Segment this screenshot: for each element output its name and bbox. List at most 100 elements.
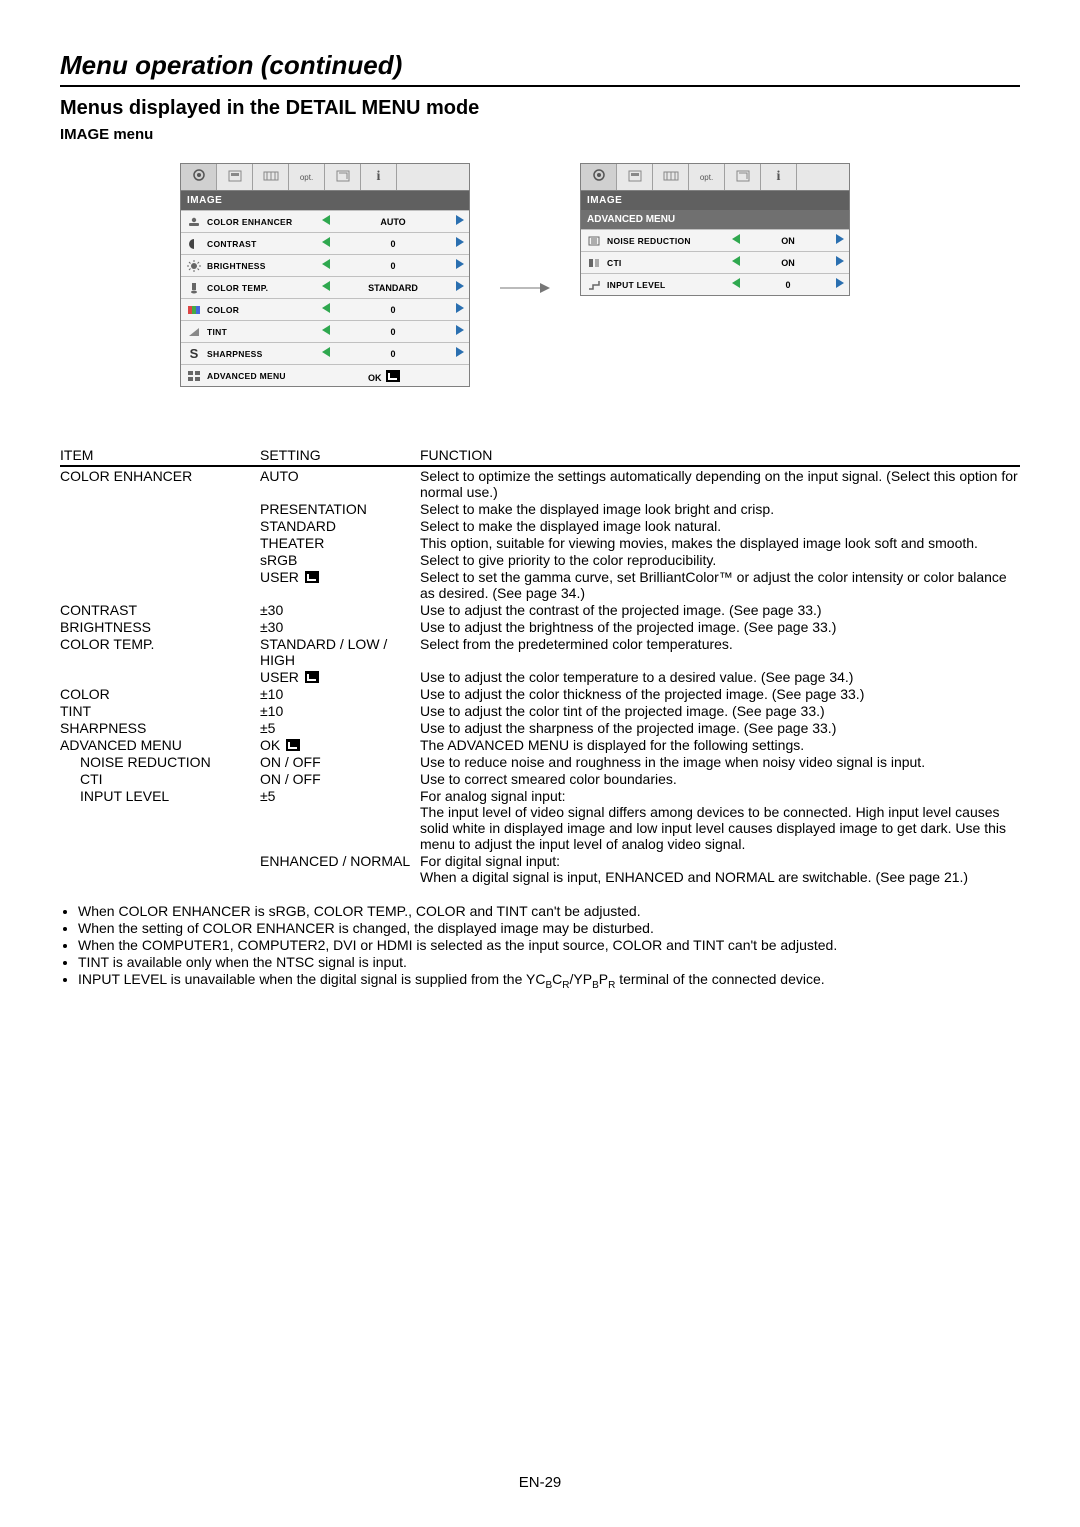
tab-opt-icon[interactable]: opt. — [689, 164, 725, 190]
menu-value: 0 — [335, 261, 451, 271]
definition-table: ITEM SETTING FUNCTION COLOR ENHANCER AUT… — [60, 447, 1020, 885]
tab-2-icon[interactable] — [217, 164, 253, 190]
left-arrow-icon[interactable] — [727, 256, 745, 269]
right-arrow-icon[interactable] — [451, 237, 469, 250]
def-item — [60, 668, 260, 685]
def-setting: ON / OFF — [260, 753, 420, 770]
menu-row[interactable]: COLOR ENHANCER AUTO — [181, 210, 469, 232]
right-arrow-icon[interactable] — [451, 259, 469, 272]
menu-row[interactable]: CTI ON — [581, 251, 849, 273]
left-arrow-icon[interactable] — [317, 281, 335, 294]
left-arrow-icon[interactable] — [317, 325, 335, 338]
def-setting: OK — [260, 736, 420, 753]
row-icon — [181, 370, 207, 382]
tab-info-icon[interactable]: i — [761, 164, 797, 190]
panel-header: IMAGE — [581, 191, 849, 210]
tab-5-icon[interactable] — [725, 164, 761, 190]
def-item: ADVANCED MENU — [60, 736, 260, 753]
def-function: Select from the predetermined color temp… — [420, 635, 1020, 668]
notes-list: When COLOR ENHANCER is sRGB, COLOR TEMP.… — [60, 903, 1020, 991]
def-function: Select to give priority to the color rep… — [420, 551, 1020, 568]
menu-value: OK — [317, 369, 451, 383]
menu-value: 0 — [335, 349, 451, 359]
menu-row[interactable]: BRIGHTNESS 0 — [181, 254, 469, 276]
row-icon — [181, 326, 207, 338]
def-function: Use to adjust the color temperature to a… — [420, 668, 1020, 685]
left-arrow-icon[interactable] — [317, 215, 335, 228]
def-setting: sRGB — [260, 551, 420, 568]
def-row: TINT ±10 Use to adjust the color tint of… — [60, 702, 1020, 719]
def-item — [60, 551, 260, 568]
def-item: COLOR — [60, 685, 260, 702]
def-item: COLOR TEMP. — [60, 635, 260, 668]
tab-image-icon[interactable] — [581, 164, 617, 190]
menu-row[interactable]: INPUT LEVEL 0 — [581, 273, 849, 295]
row-icon — [181, 238, 207, 250]
panel-tabs: opt. i — [181, 164, 469, 191]
right-arrow-icon[interactable] — [451, 281, 469, 294]
right-arrow-icon[interactable] — [831, 278, 849, 291]
right-arrow-icon[interactable] — [451, 303, 469, 316]
left-arrow-icon[interactable] — [317, 303, 335, 316]
tab-opt-icon[interactable]: opt. — [289, 164, 325, 190]
row-icon — [181, 304, 207, 316]
menu-row[interactable]: NOISE REDUCTION ON — [581, 229, 849, 251]
def-item — [60, 568, 260, 601]
def-function: Use to adjust the color thickness of the… — [420, 685, 1020, 702]
right-arrow-icon[interactable] — [451, 325, 469, 338]
def-item — [60, 500, 260, 517]
page-title: Menu operation (continued) — [60, 50, 1020, 81]
note-item: TINT is available only when the NTSC sig… — [78, 954, 1020, 970]
menu-row[interactable]: CONTRAST 0 — [181, 232, 469, 254]
menu-value: 0 — [745, 280, 831, 290]
menu-row[interactable]: ADVANCED MENU OK — [181, 364, 469, 386]
def-function: Use to adjust the contrast of the projec… — [420, 601, 1020, 618]
title-rule — [60, 85, 1020, 87]
row-icon — [181, 260, 207, 272]
menu-value: 0 — [335, 239, 451, 249]
menu-value: 0 — [335, 305, 451, 315]
menu-label: COLOR — [207, 305, 317, 315]
menu-row[interactable]: COLOR TEMP. STANDARD — [181, 276, 469, 298]
left-arrow-icon[interactable] — [317, 347, 335, 360]
def-setting: ENHANCED / NORMAL — [260, 852, 420, 885]
header-item: ITEM — [60, 447, 260, 463]
menu-row[interactable]: COLOR 0 — [181, 298, 469, 320]
right-arrow-icon[interactable] — [831, 256, 849, 269]
def-row: USER Select to set the gamma curve, set … — [60, 568, 1020, 601]
tab-image-icon[interactable] — [181, 164, 217, 190]
def-row: PRESENTATION Select to make the displaye… — [60, 500, 1020, 517]
menu-row[interactable]: S SHARPNESS 0 — [181, 342, 469, 364]
row-icon — [181, 282, 207, 294]
tab-5-icon[interactable] — [325, 164, 361, 190]
tab-3-icon[interactable] — [653, 164, 689, 190]
def-row: THEATER This option, suitable for viewin… — [60, 534, 1020, 551]
def-function: For analog signal input:The input level … — [420, 787, 1020, 852]
tab-2-icon[interactable] — [617, 164, 653, 190]
row-icon — [581, 257, 607, 269]
note-item: When the COMPUTER1, COMPUTER2, DVI or HD… — [78, 937, 1020, 953]
note-item: When COLOR ENHANCER is sRGB, COLOR TEMP.… — [78, 903, 1020, 919]
right-arrow-icon[interactable] — [451, 347, 469, 360]
def-function: For digital signal input:When a digital … — [420, 852, 1020, 885]
menu-row[interactable]: TINT 0 — [181, 320, 469, 342]
def-row: COLOR TEMP. STANDARD / LOW / HIGH Select… — [60, 635, 1020, 668]
def-function: This option, suitable for viewing movies… — [420, 534, 1020, 551]
left-arrow-icon[interactable] — [727, 278, 745, 291]
advanced-menu-panel: opt. i IMAGE ADVANCED MENU NOISE REDUCTI… — [580, 163, 850, 296]
def-item: SHARPNESS — [60, 719, 260, 736]
def-function: Use to adjust the color tint of the proj… — [420, 702, 1020, 719]
left-arrow-icon[interactable] — [317, 237, 335, 250]
menu-label: BRIGHTNESS — [207, 261, 317, 271]
def-row: USER Use to adjust the color temperature… — [60, 668, 1020, 685]
panels-area: opt. i IMAGE COLOR ENHANCER AUTO CONTRAS… — [180, 163, 1020, 387]
def-function: Use to reduce noise and roughness in the… — [420, 753, 1020, 770]
tab-3-icon[interactable] — [253, 164, 289, 190]
tab-info-icon[interactable]: i — [361, 164, 397, 190]
right-arrow-icon[interactable] — [451, 215, 469, 228]
left-arrow-icon[interactable] — [727, 234, 745, 247]
menu-value: 0 — [335, 327, 451, 337]
right-arrow-icon[interactable] — [831, 234, 849, 247]
def-item: CTI — [60, 770, 260, 787]
left-arrow-icon[interactable] — [317, 259, 335, 272]
